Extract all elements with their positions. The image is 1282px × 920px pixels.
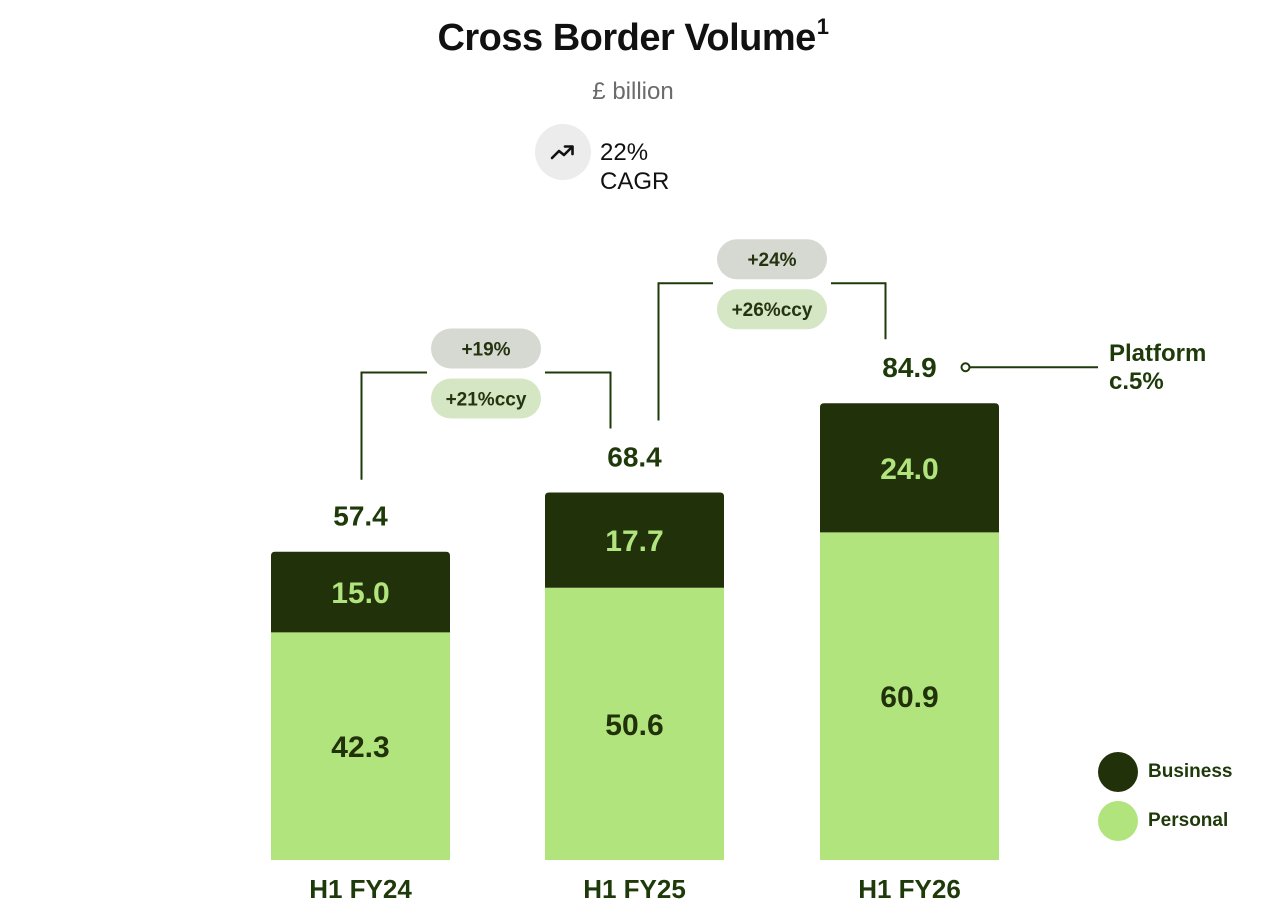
data-label-business-h1-fy26: 24.0 — [880, 453, 938, 486]
chart-unit: £ billion — [592, 78, 674, 105]
cagr-value: 22% — [600, 139, 649, 166]
chart-title: Cross Border Volume1 — [0, 14, 1266, 60]
growth-reported-label-2: +24% — [747, 250, 796, 271]
bar-personal-h1-fy26 — [820, 532, 999, 860]
growth-connector-h1-fy24-to-h1-fy25-left — [360, 371, 427, 480]
bar-personal-h1-fy25 — [545, 587, 724, 860]
data-label-business-h1-fy25: 17.7 — [605, 525, 663, 558]
platform-note: Platform c.5% — [1109, 340, 1206, 396]
bar-business-h1-fy24 — [271, 551, 450, 633]
growth-ccy-label-1: +21%ccy — [446, 390, 527, 411]
bar-personal-h1-fy24 — [271, 632, 450, 860]
chart-title-text: Cross Border Volume — [437, 17, 816, 59]
legend-swatch-business — [1098, 752, 1138, 792]
legend-label-business: Business — [1148, 761, 1233, 782]
growth-connector-h1-fy25-to-h1-fy26-right — [831, 282, 887, 340]
growth-pill-reported-2 — [717, 239, 827, 280]
cagr-label: CAGR — [600, 168, 670, 195]
cagr-callout: 22% CAGR — [600, 138, 669, 196]
growth-reported-label-1: +19% — [461, 340, 510, 361]
total-label-h1-fy24: 57.4 — [333, 501, 388, 532]
bar-business-h1-fy25 — [545, 492, 724, 588]
growth-ccy-label-2: +26%ccy — [732, 300, 813, 321]
total-label-h1-fy26: 84.9 — [882, 352, 937, 383]
x-tick-label-h1-fy26: H1 FY26 — [858, 874, 961, 904]
total-label-h1-fy25: 68.4 — [607, 442, 662, 473]
title-footnote: 1 — [816, 14, 829, 39]
x-tick-label-h1-fy24: H1 FY24 — [309, 874, 412, 904]
platform-pointer-dot — [960, 362, 971, 373]
data-label-business-h1-fy24: 15.0 — [331, 577, 389, 610]
growth-connector-h1-fy25-to-h1-fy26-left — [657, 282, 713, 421]
bar-business-h1-fy26 — [820, 403, 999, 533]
growth-pill-reported-1 — [431, 328, 541, 369]
legend-item-business: Business — [1098, 752, 1232, 792]
growth-pill-ccy-2 — [717, 289, 827, 330]
legend-swatch-personal — [1098, 801, 1138, 841]
platform-note-line2: c.5% — [1109, 368, 1164, 395]
growth-pill-ccy-1 — [431, 378, 541, 419]
data-label-personal-h1-fy24: 42.3 — [331, 731, 389, 764]
legend-item-personal: Personal — [1098, 801, 1228, 841]
data-label-personal-h1-fy26: 60.9 — [880, 681, 938, 714]
legend-label-personal: Personal — [1148, 810, 1229, 831]
trend-up-icon — [535, 124, 591, 180]
growth-connector-h1-fy24-to-h1-fy25-right — [545, 371, 612, 429]
x-tick-label-h1-fy25: H1 FY25 — [583, 874, 686, 904]
data-label-personal-h1-fy25: 50.6 — [605, 709, 663, 742]
platform-note-line1: Platform — [1109, 340, 1207, 367]
